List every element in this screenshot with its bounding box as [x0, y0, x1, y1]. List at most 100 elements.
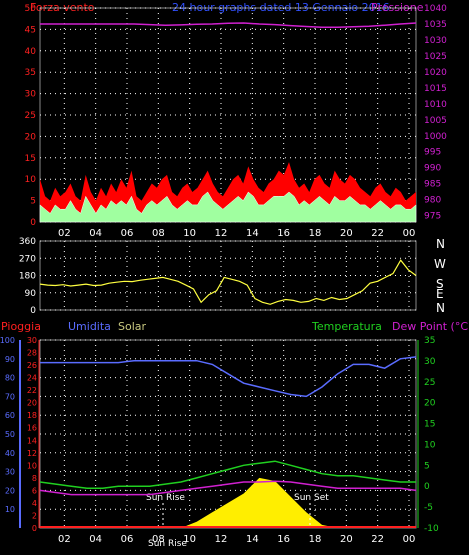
humidity-label: Umidita	[68, 320, 111, 333]
pressure-line	[40, 22, 417, 28]
wind-x-tick: 14	[246, 228, 259, 239]
weather-x-tick: 06	[121, 534, 134, 545]
direction-y-tick: 360	[19, 237, 36, 247]
pressure-y-tick: 1025	[424, 52, 447, 62]
rain-label: Pioggia	[1, 320, 41, 333]
humidity-y-tick: 90	[5, 355, 15, 364]
weather-x-tick: 16	[277, 534, 290, 545]
wind-x-tick: 00	[403, 228, 416, 239]
rain-y-tick: 0	[32, 524, 37, 533]
temperature-y-tick: -5	[424, 503, 433, 513]
wind-x-tick: 12	[215, 228, 228, 239]
wind-x-tick: 08	[152, 228, 165, 239]
rain-y-tick: 4	[32, 499, 37, 508]
rain-y-tick: 30	[27, 336, 37, 345]
wind-y-tick: 40	[25, 47, 37, 57]
wind-y-tick: 30	[25, 90, 37, 100]
rain-y-tick: 24	[27, 374, 37, 383]
humidity-y-tick: 40	[5, 449, 15, 458]
dewpoint-line	[39, 480, 417, 496]
rain-baseline	[40, 526, 416, 528]
wind-avg-area	[39, 191, 417, 223]
wind-y-tick: 10	[25, 175, 37, 185]
wind-x-tick: 22	[371, 228, 384, 239]
weather-x-tick: 02	[58, 534, 71, 545]
temperature-y-tick: 0	[424, 482, 430, 492]
wind-y-tick: 20	[25, 132, 37, 142]
rain-y-tick: 26	[27, 361, 37, 370]
sunset-label: Sun Set	[294, 493, 329, 503]
solar-area	[40, 477, 416, 528]
rain-y-tick: 10	[27, 461, 37, 470]
rain-y-tick: 2	[32, 511, 37, 520]
rain-y-tick: 16	[27, 424, 37, 433]
pressure-y-tick: 1030	[424, 36, 447, 46]
wind-x-tick: 18	[309, 228, 322, 239]
pressure-y-tick: 980	[424, 196, 441, 206]
weather-x-tick: 10	[183, 534, 196, 545]
compass-e: E	[436, 287, 444, 301]
rain-y-tick: 6	[32, 486, 37, 495]
weather-x-tick: 00	[403, 534, 416, 545]
humidity-y-tick: 80	[5, 374, 15, 383]
temperature-y-tick: 10	[424, 440, 436, 450]
sunrise-time-label: Sun Rise	[148, 539, 187, 549]
compass-n-bottom: N	[436, 301, 445, 315]
rain-y-tick: 12	[27, 449, 37, 458]
weather-x-tick: 12	[215, 534, 228, 545]
weather-x-tick: 14	[246, 534, 259, 545]
direction-y-tick: 0	[30, 306, 36, 316]
wind-y-tick: 45	[25, 25, 36, 35]
rain-y-tick: 22	[27, 386, 37, 395]
humidity-y-tick: 50	[5, 430, 15, 439]
rain-y-tick: 20	[27, 399, 37, 408]
wind-x-tick: 20	[340, 228, 353, 239]
temperature-y-tick: 25	[424, 378, 435, 388]
temperature-label: Temperatura	[311, 320, 382, 333]
wind-y-tick: 5	[30, 197, 36, 207]
humidity-y-tick: 70	[5, 392, 15, 401]
temperature-y-tick: 15	[424, 420, 435, 430]
compass-w: W	[434, 257, 446, 271]
humidity-y-tick: 100	[0, 336, 15, 345]
wind-y-tick: 25	[25, 111, 36, 121]
direction-line	[39, 259, 417, 305]
temperature-y-tick: 35	[424, 336, 435, 346]
humidity-line	[40, 356, 417, 398]
wind-y-tick: 15	[25, 154, 36, 164]
direction-y-tick: 270	[19, 254, 36, 264]
weather-x-tick: 04	[89, 534, 102, 545]
compass-n-top: N	[436, 237, 445, 251]
pressure-y-tick: 1010	[424, 100, 447, 110]
pressure-y-tick: 1005	[424, 116, 447, 126]
pressure-y-tick: 995	[424, 148, 441, 158]
pressure-y-tick: 1000	[424, 132, 447, 142]
weather-x-tick: 18	[309, 534, 322, 545]
rain-y-tick: 14	[27, 436, 37, 445]
pressure-y-tick: 1015	[424, 84, 447, 94]
temperature-y-tick: 20	[424, 399, 436, 409]
compass-s: S	[436, 277, 444, 291]
humidity-y-tick: 10	[5, 505, 15, 514]
temperature-y-tick: 5	[424, 461, 430, 471]
pressure-y-tick: 985	[424, 180, 441, 190]
temperature-y-tick: -10	[424, 524, 439, 534]
temperature-y-tick: 30	[424, 357, 436, 367]
wind-x-tick: 10	[183, 228, 196, 239]
wind-x-tick: 02	[58, 228, 71, 239]
solar-label: Solar	[118, 320, 147, 333]
pressure-y-tick: 990	[424, 164, 441, 174]
wind-y-tick: 35	[25, 68, 36, 78]
wind-y-tick: 0	[30, 218, 36, 228]
pressure-y-tick: 975	[424, 212, 441, 222]
temperature-line	[39, 460, 416, 490]
weather-x-tick: 20	[340, 534, 353, 545]
dewpoint-label: Dew Point (°C)	[392, 320, 469, 333]
humidity-y-tick: 60	[5, 411, 15, 420]
sunrise-label: Sun Rise	[146, 493, 185, 503]
weather-x-tick: 22	[371, 534, 384, 545]
wind-x-tick: 04	[89, 228, 102, 239]
